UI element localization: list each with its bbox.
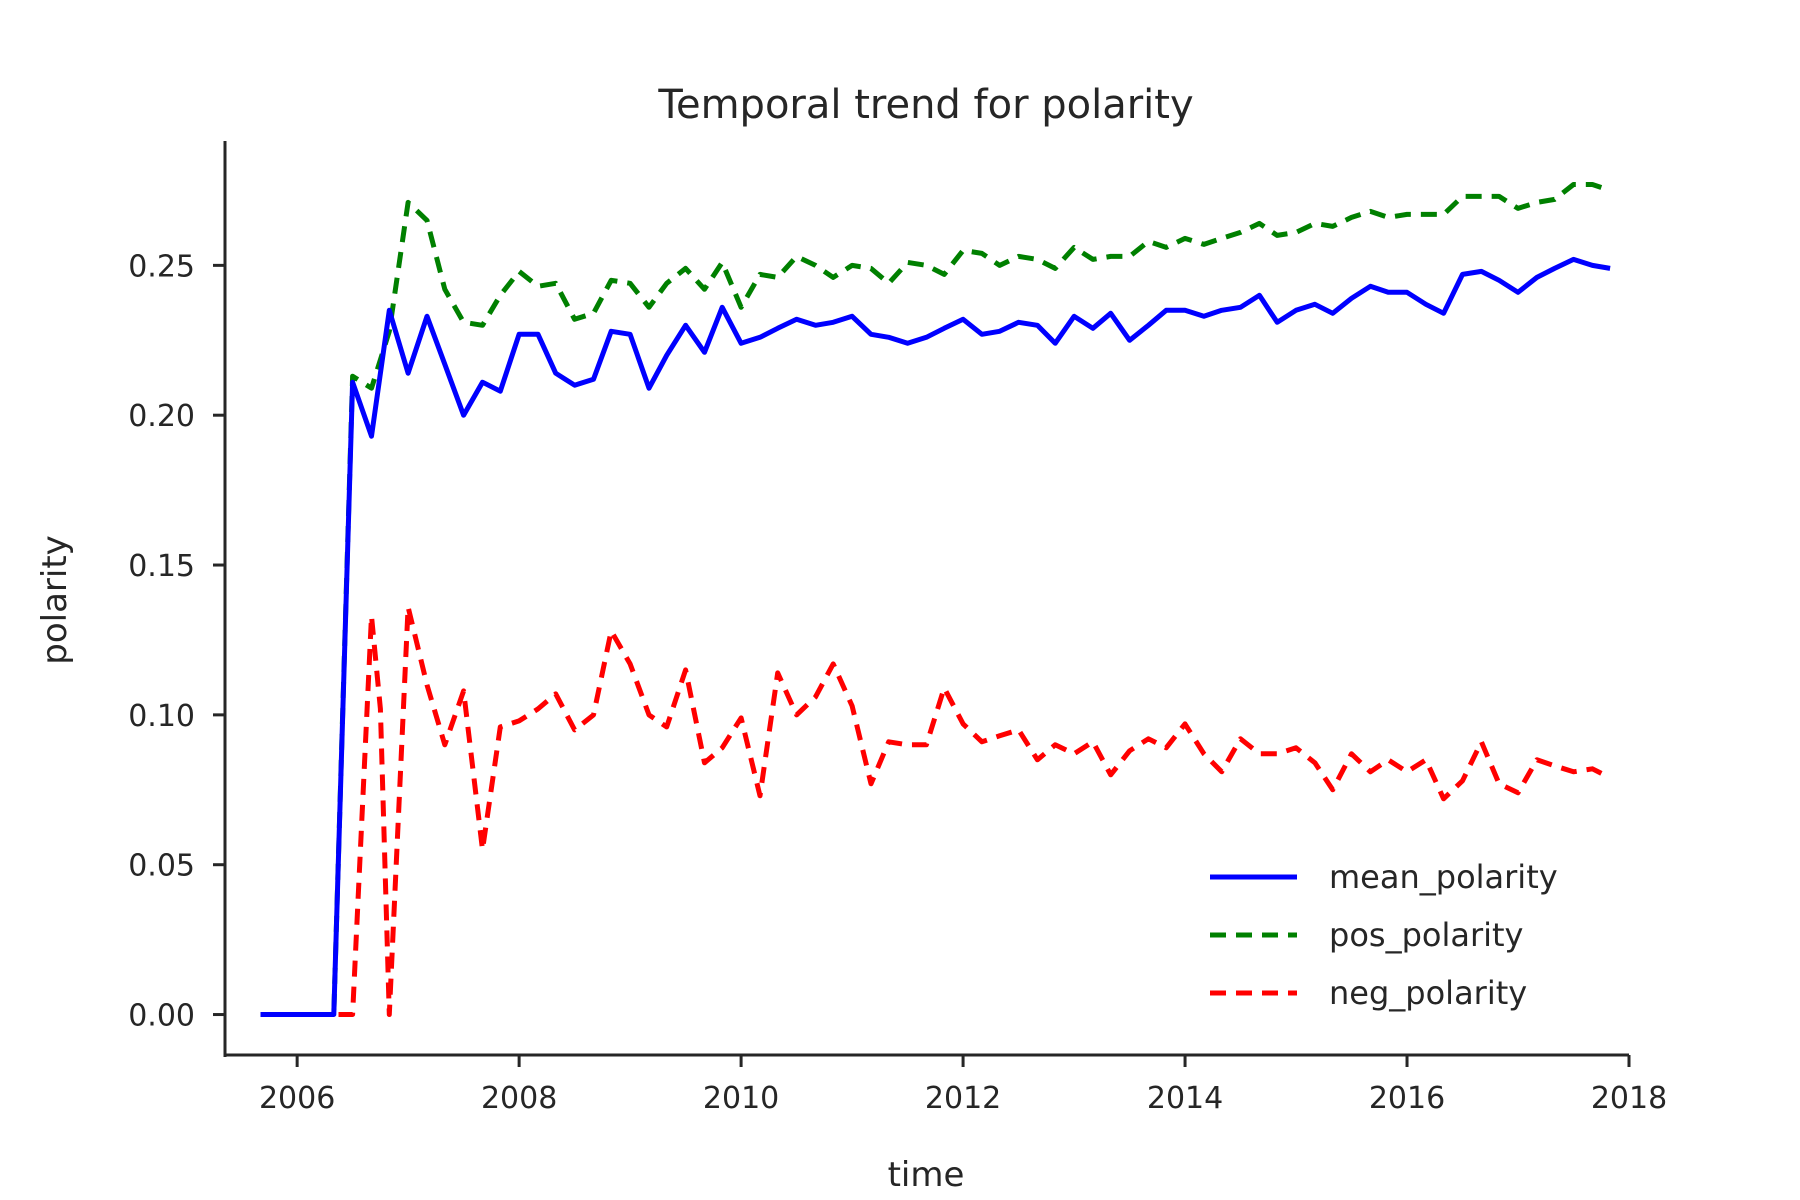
x-tick-label: 2006	[259, 1081, 335, 1116]
y-tick-label: 0.10	[128, 699, 195, 734]
legend: mean_polarity pos_polarity neg_polarity	[1210, 858, 1558, 1012]
legend-label-pos-polarity: pos_polarity	[1329, 916, 1523, 954]
y-tick-label: 0.05	[128, 849, 195, 884]
series-line-neg-polarity	[260, 604, 1612, 1017]
x-tick-label: 2008	[481, 1081, 557, 1116]
y-tick-label: 0.25	[128, 249, 195, 284]
series-line-pos-polarity	[260, 182, 1611, 1017]
y-tick-label: 0.00	[128, 999, 195, 1034]
y-axis-ticks: 0.00 0.05 0.10 0.15 0.20 0.25	[128, 249, 225, 1034]
x-axis-title: time	[888, 1155, 965, 1195]
y-axis-title: polarity	[35, 535, 75, 665]
x-tick-label: 2018	[1591, 1081, 1667, 1116]
legend-label-neg-polarity: neg_polarity	[1329, 974, 1527, 1012]
chart-title: Temporal trend for polarity	[657, 82, 1193, 128]
x-tick-label: 2016	[1369, 1081, 1445, 1116]
x-tick-label: 2012	[925, 1081, 1001, 1116]
x-tick-label: 2014	[1147, 1081, 1223, 1116]
legend-label-mean-polarity: mean_polarity	[1329, 858, 1558, 896]
series-line-mean-polarity	[260, 256, 1611, 1017]
y-tick-label: 0.15	[128, 549, 195, 584]
x-axis-ticks: 2006 2008 2010 2012 2014 2016 2018	[259, 1055, 1667, 1116]
x-tick-label: 2010	[703, 1081, 779, 1116]
series-layer	[260, 182, 1612, 1017]
y-tick-label: 0.20	[128, 399, 195, 434]
plot-area: 2006 2008 2010 2012 2014 2016 2018 0.00 0.05 0.1…	[128, 141, 1667, 1116]
